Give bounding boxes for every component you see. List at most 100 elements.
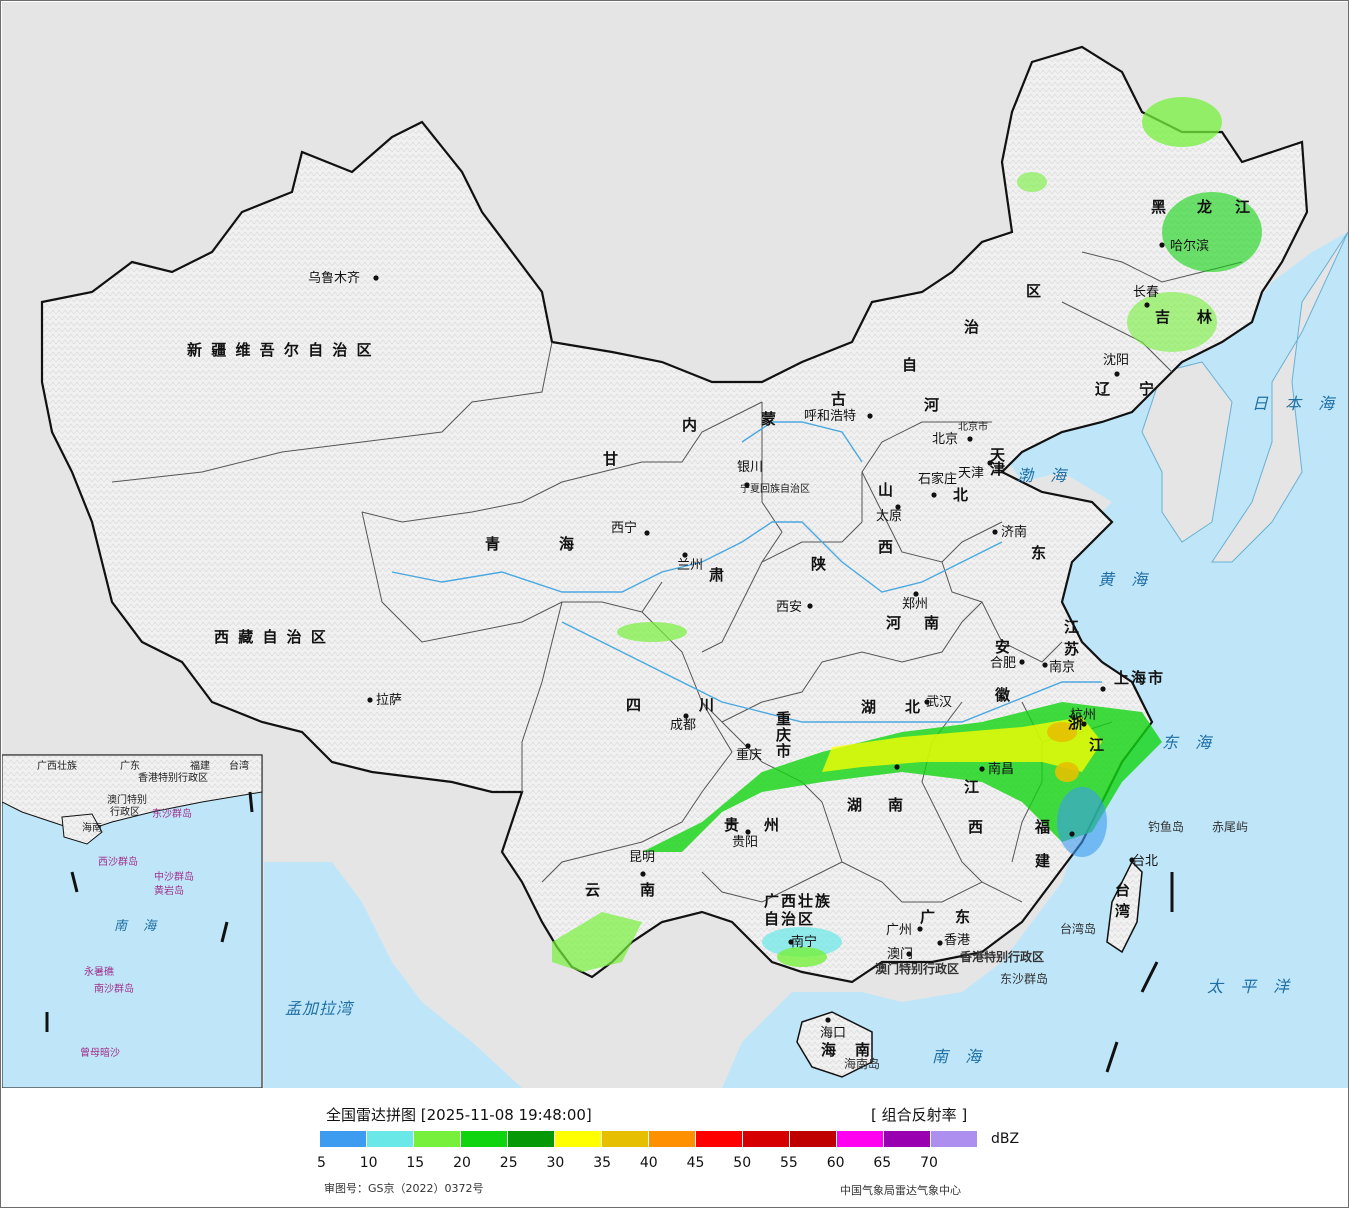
- city-marker: [745, 743, 751, 749]
- province-label: 蒙: [761, 410, 778, 428]
- province-label: 浙: [1068, 714, 1085, 732]
- island-label: 钓鱼岛: [1148, 819, 1184, 834]
- city-marker: [1042, 662, 1048, 668]
- province-label: 庆: [776, 726, 793, 744]
- tick-label: 35: [593, 1155, 612, 1171]
- province-label: 江: [1235, 198, 1252, 216]
- inset-label: 广西壮族: [37, 759, 77, 772]
- city-label: 石家庄: [918, 471, 957, 487]
- sea-label: 南 海: [932, 1047, 987, 1066]
- city-label: 乌鲁木齐: [308, 270, 360, 286]
- province-label: 肃: [709, 566, 726, 584]
- province-label: 南: [855, 1041, 872, 1059]
- sea-label: 渤 海: [1017, 466, 1072, 485]
- color-swatch: [649, 1131, 696, 1147]
- west-sea-area: [264, 862, 522, 1088]
- province-label: 北: [905, 698, 922, 716]
- color-swatch: [884, 1131, 931, 1147]
- city-marker: [825, 1017, 831, 1023]
- city-marker: [1144, 302, 1150, 308]
- tick-label: 5: [317, 1155, 326, 1171]
- inset-label: 永暑礁: [84, 965, 114, 978]
- city-marker: [895, 504, 901, 510]
- province-label: 东: [955, 908, 972, 926]
- province-label: 海: [821, 1041, 838, 1059]
- inset-label: 香港特别行政区: [138, 771, 208, 784]
- province-label: 津: [990, 460, 1007, 478]
- city-marker: [1081, 721, 1087, 727]
- rivers: [391, 421, 1102, 723]
- province-label: 自治区: [764, 910, 815, 928]
- tick-label: 15: [406, 1155, 425, 1171]
- color-swatch: [461, 1131, 508, 1147]
- city-marker: [867, 413, 873, 419]
- color-swatch: [602, 1131, 649, 1147]
- city-label: 重庆: [736, 747, 762, 763]
- city-marker: [367, 697, 373, 703]
- tick-label: 40: [639, 1155, 658, 1171]
- island-label: 东沙群岛: [1000, 971, 1048, 986]
- city-marker: [682, 552, 688, 558]
- taiwan-island: [1106, 860, 1143, 954]
- province-label: 治: [964, 318, 981, 336]
- island-label: 香港特别行政区: [959, 949, 1044, 964]
- inset-label: 黄岩岛: [154, 884, 184, 897]
- inset-label: 南 海: [114, 919, 162, 934]
- province-label: 江: [1089, 736, 1106, 754]
- city-label: 天津: [958, 466, 984, 481]
- province-borders: [111, 251, 1243, 903]
- city-label: 贵阳: [732, 835, 758, 850]
- inset-label: 澳门特别: [107, 793, 147, 806]
- province-label: 南: [640, 881, 657, 899]
- province-label: 南: [888, 796, 905, 814]
- city-marker: [745, 829, 751, 835]
- province-label: 上海市: [1114, 669, 1165, 687]
- city-label: 长春: [1133, 285, 1159, 300]
- japan-land: [1211, 231, 1348, 563]
- province-label: 西 藏 自 治 区: [214, 628, 328, 646]
- province-label: 江: [964, 778, 981, 796]
- province-label: 西: [878, 538, 895, 556]
- province-label: 徽: [994, 686, 1012, 704]
- inset-label: 广东: [120, 759, 140, 772]
- city-marker: [1100, 686, 1106, 692]
- province-label: 贵: [724, 816, 741, 834]
- inset-label: 西沙群岛: [98, 855, 138, 868]
- province-label: 天: [990, 446, 1007, 464]
- province-label: 吉: [1155, 308, 1172, 326]
- city-label: 广州: [886, 923, 912, 938]
- island-labels: 钓鱼岛 赤尾屿 台湾岛 东沙群岛 海南岛 香港特别行政区 澳门特别行政区: [844, 819, 1248, 1071]
- city-marker: [917, 926, 923, 932]
- province-label: 台: [1115, 881, 1132, 899]
- province-label: 川: [698, 696, 716, 714]
- inset-label: 东沙群岛: [152, 807, 192, 820]
- city-marker: [979, 766, 985, 772]
- tick-label: 45: [686, 1155, 705, 1171]
- city-label: 太原: [876, 509, 902, 524]
- city-label: 香港: [944, 933, 970, 948]
- province-label: 湖: [847, 796, 864, 814]
- color-swatch: [837, 1131, 884, 1147]
- color-swatch: [696, 1131, 743, 1147]
- city-marker: [1019, 659, 1025, 665]
- city-label: 兰州: [677, 558, 703, 573]
- sea-area: [722, 2, 1348, 1088]
- product-name: [ 组合反射率 ]: [871, 1106, 968, 1124]
- province-label: 福: [1034, 818, 1052, 836]
- province-label: 广: [920, 908, 937, 926]
- province-label: 安: [995, 638, 1012, 656]
- city-marker: [924, 699, 930, 705]
- sea-label: 黄 海: [1098, 570, 1153, 589]
- city-marker: [1129, 857, 1135, 863]
- tick-label: 55: [780, 1155, 798, 1171]
- tick-label: 65: [873, 1155, 892, 1171]
- city-marker: [937, 940, 943, 946]
- sea-label: 日 本 海: [1252, 394, 1340, 413]
- color-swatch: [414, 1131, 461, 1147]
- inset-label: 海南: [82, 821, 102, 834]
- province-label: 区: [1026, 282, 1043, 300]
- city-marker: [1159, 242, 1165, 248]
- province-label: 海: [559, 535, 576, 553]
- radar-echoes: [552, 97, 1262, 972]
